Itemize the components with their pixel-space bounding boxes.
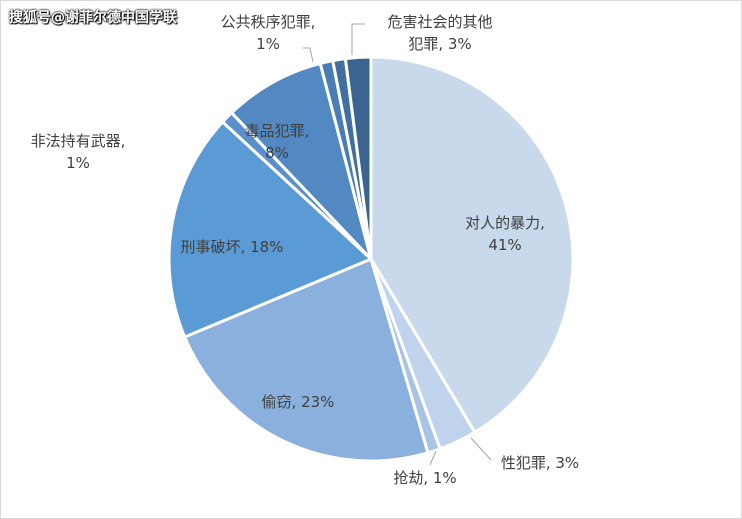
data-label-weapons-possession: 非法持有武器, 1% — [31, 132, 126, 172]
data-label-public-order-offences: 公共秩序犯罪, 1% — [221, 13, 316, 53]
data-label-misc-crimes-against-society-b: 危害社会的其他犯罪, 3% — [387, 13, 492, 53]
leader-line-sexual-offences — [470, 437, 492, 461]
pie-slice-misc-crimes-against-society-b — [343, 55, 373, 261]
pie-slice-violence-against-person — [369, 55, 575, 434]
pie-slice-drug-offences — [230, 61, 373, 261]
pie-slice-criminal-damage — [167, 120, 373, 339]
data-label-drug-offences: 毒品犯罪, 8% — [245, 122, 310, 162]
leader-line-misc-crimes-against-society-b — [351, 23, 365, 55]
data-label-theft: 偷窃, 23% — [262, 393, 335, 411]
leader-line-robbery — [429, 450, 437, 466]
data-label-criminal-damage: 刑事破坏, 18% — [181, 238, 284, 256]
watermark: 搜狐号@谢菲尔德中国学联 — [9, 10, 177, 26]
data-label-violence-against-person: 对人的暴力, 41% — [465, 214, 545, 254]
pie-slice-theft — [183, 257, 430, 463]
data-label-sexual-offences: 性犯罪, 3% — [501, 454, 579, 472]
data-label-robbery: 抢劫, 1% — [393, 469, 456, 487]
leader-line-public-order-offences — [303, 47, 314, 63]
